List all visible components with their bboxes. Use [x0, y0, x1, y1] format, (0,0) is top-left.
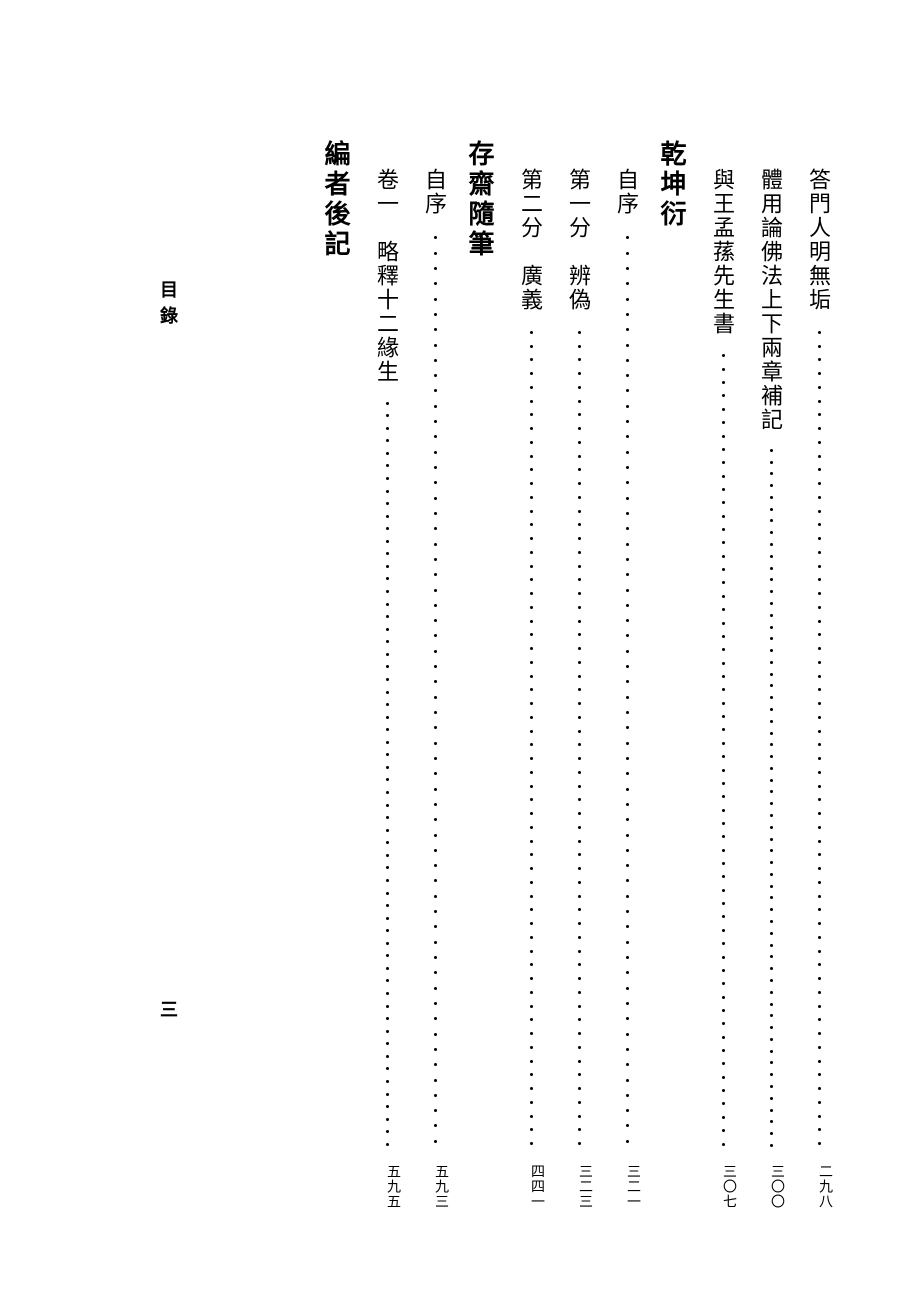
- toc-entry-text: 體用論佛法上下兩章補記: [756, 168, 786, 432]
- toc-page-number: 三二三: [564, 1164, 594, 1209]
- toc-page-number: 三〇七: [708, 1164, 738, 1209]
- toc-entry-column: 自序三二一: [612, 140, 642, 1209]
- toc-page-number: 二九八: [804, 1164, 834, 1209]
- toc-entry-column: 體用論佛法上下兩章補記三〇〇: [756, 140, 786, 1209]
- toc-entry-text: 第一分 辨偽: [564, 168, 594, 312]
- toc-entry-text: 與王孟蓀先生書: [708, 168, 738, 336]
- toc-heading-column: 乾坤衍: [660, 140, 690, 1209]
- leader-dots: [516, 320, 546, 1156]
- toc-page-number: 四四一: [516, 1164, 546, 1209]
- toc-entry-text: 卷一 略釋十二緣生: [372, 168, 402, 384]
- toc-page-number: 三二一: [612, 1164, 642, 1209]
- toc-entry-column: 第一分 辨偽三二三: [564, 140, 594, 1209]
- toc-entry-column: 自序五九三: [420, 140, 450, 1209]
- toc-heading-column: 編者後記: [324, 140, 354, 1209]
- leader-dots: [756, 440, 786, 1156]
- toc-entry-text: 答門人明無垢: [804, 168, 834, 312]
- leader-dots: [612, 224, 642, 1156]
- toc-entry-text: 第二分 廣義: [516, 168, 546, 312]
- toc-heading-text: 編者後記: [324, 140, 354, 260]
- toc-page: 答門人明無垢二九八體用論佛法上下兩章補記三〇〇與王孟蓀先生書三〇七乾坤衍自序三二…: [140, 140, 834, 1209]
- toc-page-number: 三〇〇: [756, 1164, 786, 1209]
- leader-dots: [420, 224, 450, 1156]
- toc-entry-column: 第二分 廣義四四一: [516, 140, 546, 1209]
- toc-entry-text: 自序: [612, 168, 642, 216]
- toc-heading-text: 存齋隨筆: [468, 140, 498, 260]
- toc-entry-column: 卷一 略釋十二緣生五九五: [372, 140, 402, 1209]
- leader-dots: [564, 320, 594, 1156]
- leader-dots: [708, 344, 738, 1156]
- leader-dots: [372, 392, 402, 1156]
- toc-page-number: 五九三: [420, 1164, 450, 1209]
- toc-entry-column: 答門人明無垢二九八: [804, 140, 834, 1209]
- toc-entry-text: 自序: [420, 168, 450, 216]
- toc-heading-column: 存齋隨筆: [468, 140, 498, 1209]
- toc-entry-column: 與王孟蓀先生書三〇七: [708, 140, 738, 1209]
- leader-dots: [804, 320, 834, 1156]
- toc-page-number: 五九五: [372, 1164, 402, 1209]
- toc-heading-text: 乾坤衍: [660, 140, 690, 230]
